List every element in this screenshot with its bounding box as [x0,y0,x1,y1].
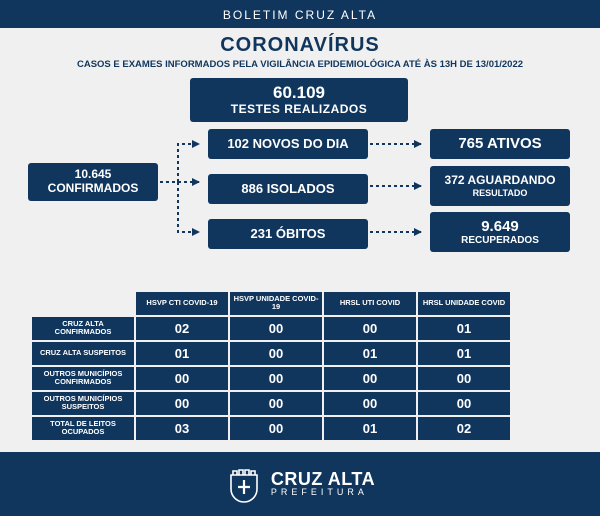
cell: 00 [136,367,228,390]
col-header: HRSL UTI COVID [324,292,416,315]
cell: 00 [230,417,322,440]
cell: 01 [418,342,510,365]
cell: 02 [136,317,228,340]
bulletin-container: BOLETIM CRUZ ALTA CORONAVÍRUS CASOS E EX… [0,0,600,516]
row-label: OUTROS MUNICÍPIOS SUSPEITOS [32,392,134,415]
footer-text: CRUZ ALTA PREFEITURA [271,470,375,497]
box-waiting: 372 AGUARDANDO RESULTADO [430,166,570,206]
row-label: TOTAL DE LEITOS OCUPADOS [32,417,134,440]
cell: 00 [324,317,416,340]
cell: 00 [230,367,322,390]
beds-table: HSVP CTI COVID-19 HSVP UNIDADE COVID-19 … [30,290,512,442]
cell: 00 [324,367,416,390]
table-row: OUTROS MUNICÍPIOS CONFIRMADOS 00 00 00 0… [32,367,510,390]
waiting-value: 372 AGUARDANDO [445,174,556,188]
new-day-text: 102 NOVOS DO DIA [227,137,348,152]
footer-city: CRUZ ALTA [271,470,375,488]
col-header: HSVP CTI COVID-19 [136,292,228,315]
tests-value: 60.109 [273,83,325,103]
row-label: OUTROS MUNICÍPIOS CONFIRMADOS [32,367,134,390]
cell: 03 [136,417,228,440]
row-label: CRUZ ALTA SUSPEITOS [32,342,134,365]
cell: 00 [230,317,322,340]
box-confirmed: 10.645 CONFIRMADOS [28,163,158,201]
page-title: CORONAVÍRUS [10,34,590,57]
recovered-value: 9.649 [481,218,519,235]
table-row: TOTAL DE LEITOS OCUPADOS 03 00 01 02 [32,417,510,440]
cell: 00 [324,392,416,415]
table-row: CRUZ ALTA SUSPEITOS 01 00 01 01 [32,342,510,365]
cell: 01 [324,417,416,440]
confirmed-text: 10.645 CONFIRMADOS [28,168,158,196]
cell: 01 [418,317,510,340]
row-label: CRUZ ALTA CONFIRMADOS [32,317,134,340]
recovered-label: RECUPERADOS [461,235,539,247]
col-header: HSVP UNIDADE COVID-19 [230,292,322,315]
waiting-label: RESULTADO [473,188,528,198]
cell: 01 [136,342,228,365]
box-recovered: 9.649 RECUPERADOS [430,212,570,252]
top-bar: BOLETIM CRUZ ALTA [0,0,600,28]
box-active: 765 ATIVOS [430,129,570,159]
cell: 02 [418,417,510,440]
cell: 00 [136,392,228,415]
cell: 01 [324,342,416,365]
city-crest-icon [225,463,263,505]
flow-diagram: 60.109 TESTES REALIZADOS 10.645 CONFIRMA… [0,74,600,284]
col-header: HRSL UNIDADE COVID [418,292,510,315]
box-isolated: 886 ISOLADOS [208,174,368,204]
table-corner [32,292,134,315]
table-body: CRUZ ALTA CONFIRMADOS 02 00 00 01 CRUZ A… [32,317,510,440]
cell: 00 [418,367,510,390]
cell: 00 [230,392,322,415]
active-text: 765 ATIVOS [458,135,541,152]
footer-sub: PREFEITURA [271,488,375,497]
box-deaths: 231 ÓBITOS [208,219,368,249]
box-new-day: 102 NOVOS DO DIA [208,129,368,159]
cell: 00 [418,392,510,415]
box-tests: 60.109 TESTES REALIZADOS [190,78,408,122]
table-header-row: HSVP CTI COVID-19 HSVP UNIDADE COVID-19 … [32,292,510,315]
page-subtitle: CASOS E EXAMES INFORMADOS PELA VIGILÂNCI… [10,59,590,70]
top-bar-title: BOLETIM CRUZ ALTA [223,8,377,22]
table-row: CRUZ ALTA CONFIRMADOS 02 00 00 01 [32,317,510,340]
isolated-text: 886 ISOLADOS [241,182,334,197]
cell: 00 [230,342,322,365]
table-row: OUTROS MUNICÍPIOS SUSPEITOS 00 00 00 00 [32,392,510,415]
footer: CRUZ ALTA PREFEITURA [0,452,600,516]
header: CORONAVÍRUS CASOS E EXAMES INFORMADOS PE… [0,28,600,74]
tests-label: TESTES REALIZADOS [231,103,368,117]
deaths-text: 231 ÓBITOS [251,227,326,242]
